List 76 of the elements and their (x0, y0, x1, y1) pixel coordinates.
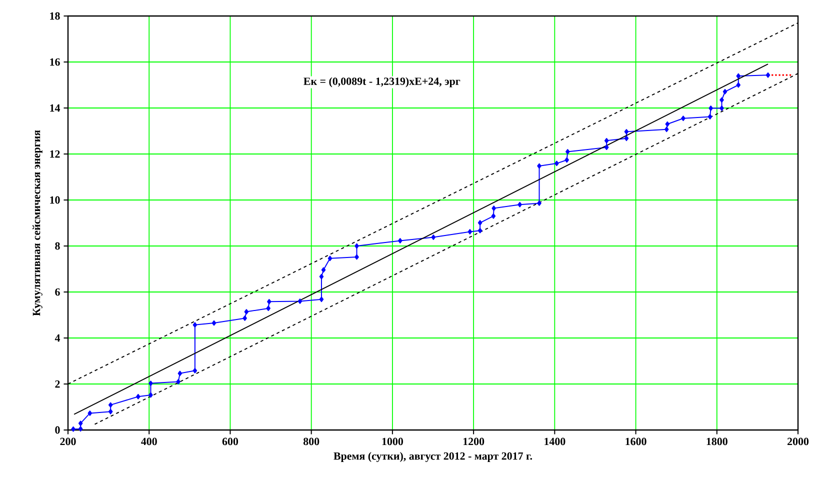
point (108, 402, 113, 408)
point (564, 157, 569, 163)
y-tick-label: 12 (50, 150, 60, 158)
point (624, 136, 629, 142)
point (136, 394, 140, 400)
y-tick-label: 10 (50, 196, 60, 204)
point (431, 234, 436, 240)
point (108, 408, 113, 414)
point (604, 144, 609, 150)
y-tick-label: 8 (55, 242, 60, 250)
point (267, 298, 272, 304)
point (722, 88, 728, 94)
point (192, 368, 198, 374)
point (537, 163, 542, 169)
point (398, 238, 402, 244)
x-tick-label: 800 (303, 438, 320, 446)
x-tick-label: 400 (141, 438, 157, 446)
point (354, 254, 359, 260)
x-axis-title: Время (сутки), август 2012 - март 2017 г. (334, 452, 532, 462)
point (176, 379, 180, 384)
x-tick-label: 2000 (788, 438, 809, 446)
point (242, 316, 247, 321)
point (319, 274, 324, 280)
point (319, 296, 324, 302)
y-tick-label: 6 (55, 288, 60, 296)
y-axis-title: Кумулятивная сейсмическая энергия (32, 130, 42, 316)
point (664, 126, 669, 132)
point (708, 114, 712, 120)
x-tick-label: 600 (222, 438, 238, 446)
point (720, 97, 724, 103)
x-tick-label: 1800 (706, 438, 728, 446)
point (78, 426, 83, 432)
point (88, 410, 92, 416)
y-tick-label: 0 (55, 426, 60, 434)
x-tick-label: 1600 (626, 438, 646, 446)
point (328, 256, 332, 262)
point (468, 229, 472, 234)
point (736, 82, 741, 88)
point (212, 320, 216, 326)
point (566, 149, 570, 154)
y-tick-label: 14 (50, 104, 60, 112)
x-tick-label: 200 (60, 438, 76, 446)
point (266, 306, 270, 312)
point (720, 106, 724, 111)
point (244, 309, 249, 314)
point (491, 213, 496, 219)
x-tick-label: 1000 (382, 438, 403, 446)
y-tick-label: 2 (55, 380, 60, 388)
point (321, 267, 326, 273)
point (478, 228, 482, 234)
point (192, 322, 198, 328)
point (78, 420, 83, 426)
point (492, 206, 496, 211)
point (681, 116, 686, 122)
y-tick-label: 18 (50, 12, 60, 20)
point (736, 73, 741, 79)
point (148, 392, 153, 398)
point (518, 202, 522, 208)
point (71, 426, 76, 432)
point (604, 138, 609, 144)
point (537, 200, 542, 206)
y-tick-label: 16 (50, 58, 60, 66)
point (624, 128, 629, 134)
point (766, 72, 770, 78)
point (708, 106, 713, 111)
point (148, 380, 153, 386)
x-tick-label: 1400 (544, 438, 566, 446)
point (478, 220, 482, 226)
y-tick-label: 4 (54, 334, 60, 342)
point (178, 370, 182, 376)
point (298, 298, 302, 304)
x-tick-label: 1200 (463, 438, 484, 446)
point (354, 243, 359, 249)
point (554, 160, 559, 166)
annotation: Eк = (0,0089t - 1,2319)xE+24, эрг (304, 77, 460, 88)
point (665, 121, 670, 127)
